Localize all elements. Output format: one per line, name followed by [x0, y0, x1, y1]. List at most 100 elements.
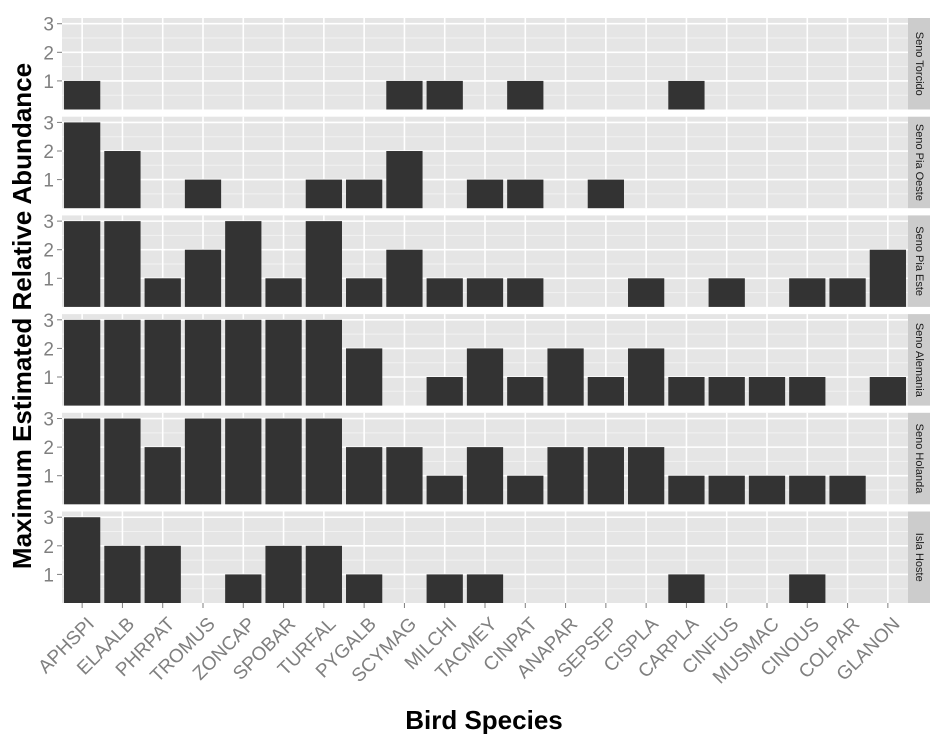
y-tick-label: 2: [43, 339, 54, 360]
y-tick-label: 3: [43, 212, 54, 233]
bar: [789, 475, 826, 505]
y-tick-label: 3: [43, 15, 54, 36]
facet-strip: [908, 215, 930, 307]
bar: [587, 447, 624, 505]
y-tick-label: 2: [43, 142, 54, 163]
facet-strip: [908, 116, 930, 209]
bar: [225, 319, 262, 406]
bar: [668, 377, 705, 406]
bar: [426, 278, 463, 307]
y-tick-label: 3: [43, 311, 54, 332]
facet-strip: [908, 412, 930, 505]
bar: [466, 447, 504, 505]
y-tick-label: 1: [43, 171, 54, 192]
bar: [386, 80, 423, 110]
bar: [104, 418, 141, 505]
y-tick-label: 2: [43, 241, 54, 262]
bar: [184, 179, 222, 209]
bar: [748, 377, 786, 406]
bar: [305, 179, 342, 209]
bar: [64, 221, 101, 307]
facet-panel: 1 2 3 Seno Holanda: [43, 410, 930, 505]
y-tick-label: 1: [43, 368, 54, 389]
y-tick-label: 1: [43, 269, 54, 290]
y-tick-label: 1: [43, 467, 54, 488]
bar: [225, 574, 262, 603]
bar: [144, 278, 181, 307]
x-axis-title: Bird Species: [405, 705, 563, 734]
bar: [869, 249, 906, 307]
facet-strip-label: Seno Pia Oeste: [913, 124, 925, 201]
bar: [346, 179, 383, 209]
bar: [104, 221, 141, 307]
bar: [346, 447, 383, 505]
bar: [426, 475, 463, 505]
bar: [64, 319, 101, 406]
facet-strip: [908, 18, 930, 110]
bar: [305, 545, 342, 603]
bar: [64, 80, 101, 110]
bar: [547, 447, 584, 505]
bar: [466, 278, 504, 307]
bar: [789, 278, 826, 307]
facet-panel: 1 2 3 Seno Pia Este: [43, 212, 930, 307]
bar: [184, 319, 222, 406]
bar: [346, 348, 383, 406]
bar: [144, 447, 181, 505]
bar: [184, 249, 222, 307]
bar: [265, 278, 302, 307]
bar: [507, 278, 544, 307]
facet-panels: 1 2 3 Seno Torcido 1 2 3 Seno Pia Oeste 1 2 3 Seno …: [43, 15, 930, 603]
bar: [265, 319, 302, 406]
bar: [265, 418, 302, 505]
bar: [547, 348, 584, 406]
bar: [507, 475, 544, 505]
bar: [64, 122, 101, 209]
bar: [507, 80, 544, 110]
y-tick-label: 2: [43, 43, 54, 64]
facet-panel: 1 2 3 Seno Alemania: [43, 311, 930, 406]
y-tick-label: 3: [43, 410, 54, 431]
bar: [144, 319, 181, 406]
bar: [466, 179, 504, 209]
bar: [346, 278, 383, 307]
y-tick-label: 2: [43, 438, 54, 459]
bar: [708, 377, 745, 406]
bar: [789, 377, 826, 406]
bar: [64, 517, 101, 603]
facet-strip-label: Seno Pia Este: [913, 226, 925, 296]
y-tick-label: 1: [43, 72, 54, 93]
bar: [225, 418, 262, 505]
bar: [386, 249, 423, 307]
bar: [426, 574, 463, 603]
bar: [587, 377, 624, 406]
bar: [64, 418, 101, 505]
bar: [305, 319, 342, 406]
bar: [225, 221, 262, 307]
bar: [668, 574, 705, 603]
facet-panel: 1 2 3 Seno Torcido: [43, 15, 930, 110]
bar: [507, 179, 544, 209]
bar: [829, 278, 866, 307]
facet-strip-label: Isla Hoste: [913, 533, 925, 582]
y-axis-title: Maximum Estimated Relative Abundance: [7, 63, 37, 569]
bar: [144, 545, 181, 603]
bar: [789, 574, 826, 603]
bar: [628, 278, 665, 307]
bar: [104, 151, 141, 209]
facet-strip-label: Seno Alemania: [913, 323, 925, 398]
facet-strip: [908, 511, 930, 603]
y-tick-label: 3: [43, 113, 54, 134]
bar: [628, 348, 665, 406]
bar: [668, 475, 705, 505]
y-tick-label: 3: [43, 508, 54, 529]
bar: [507, 377, 544, 406]
bar: [708, 475, 745, 505]
bar: [426, 80, 463, 110]
bar: [426, 377, 463, 406]
bar: [587, 179, 624, 209]
y-tick-label: 1: [43, 565, 54, 586]
bar: [466, 574, 504, 603]
bar: [869, 377, 906, 406]
